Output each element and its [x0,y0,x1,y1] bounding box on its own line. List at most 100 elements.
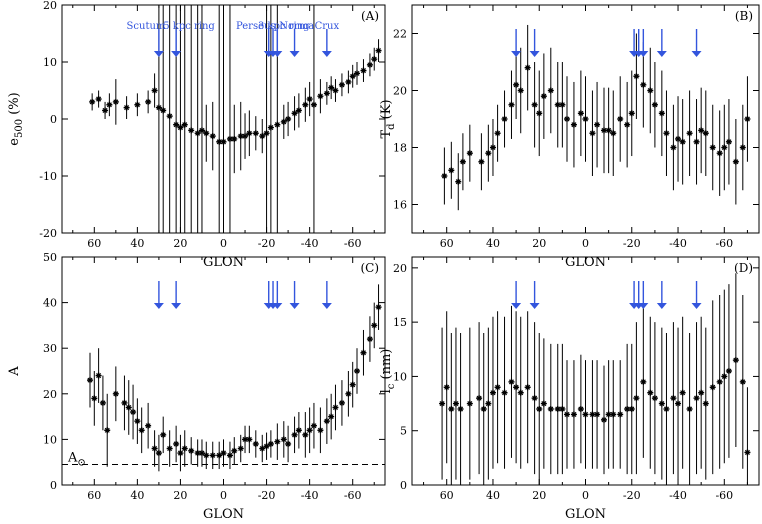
marker-stroke [242,436,248,442]
data-point [732,158,739,165]
marker-stroke [376,48,382,54]
marker-stroke [253,130,259,136]
feature-arrow [171,281,182,309]
x-tick-label: 0 [582,489,589,502]
x-tick-label: -60 [344,237,362,250]
marker-stroke [259,445,265,452]
marker-stroke [156,105,162,111]
marker-stroke [694,139,700,145]
marker-stroke [292,432,298,438]
data-point [739,144,746,151]
marker-stroke [160,107,166,113]
x-tick-label: 40 [486,237,500,250]
marker-stroke [453,401,459,407]
y-axis-title-main: A [7,366,22,377]
marker-stroke [495,130,501,136]
marker-stroke [274,439,280,445]
data-point [547,87,554,94]
marker-stroke [478,159,484,165]
y-tick-label: 20 [393,262,407,275]
marker-stroke [264,443,270,449]
data-point [166,445,173,452]
marker-stroke [345,79,351,85]
y-tick-label: 5 [400,425,407,438]
marker-stroke [195,450,201,456]
data-point [693,138,700,145]
marker-stroke [259,133,265,139]
arrow-head [638,51,649,57]
x-tick-label: -20 [258,237,276,250]
data-point [302,431,309,438]
arrow-head [153,51,164,57]
data-point [259,133,266,140]
feature-arrow [656,29,667,57]
y-tick-label: 18 [393,142,407,155]
marker-stroke [606,127,612,133]
marker-stroke [675,136,681,142]
marker-stroke [518,87,524,94]
data-point [517,389,524,396]
data-point [485,150,492,157]
feature-arrow [529,281,540,309]
data-point [99,399,106,406]
data-point [246,130,253,137]
marker-stroke [536,406,542,412]
marker-stroke [680,390,686,396]
panel-label: (C) [360,261,379,275]
data-point [226,452,233,459]
data-point [121,399,128,406]
data-point [721,373,728,380]
data-point [563,411,570,418]
marker-stroke [145,423,151,429]
data-point [508,101,515,108]
marker-stroke [332,404,338,411]
x-tick-label: 20 [532,489,546,502]
y-tick-label: 20 [393,85,407,98]
data-point [285,440,292,447]
x-tick-label: 20 [173,237,187,250]
data-point [633,395,640,402]
marker-stroke [177,450,183,456]
y-tick-label: -10 [39,170,57,183]
data-point [209,452,216,459]
arrow-head [691,51,702,57]
marker-stroke [102,107,108,113]
data-point [577,110,584,117]
marker-stroke [559,406,565,412]
marker-stroke [582,116,589,122]
data-point [721,144,728,151]
marker-stroke [571,411,577,417]
data-point [155,450,162,457]
marker-stroke [167,113,173,119]
data-point [102,107,109,114]
marker-stroke [502,390,508,396]
feature-arrow [153,281,164,309]
data-series [439,273,751,485]
y-tick-label: 30 [43,342,57,355]
data-point [274,121,281,128]
data-point [739,378,746,385]
marker-stroke [610,130,616,136]
marker-stroke [659,401,665,407]
marker-stroke [490,390,496,396]
marker-stroke [541,93,547,99]
data-point [540,93,547,100]
marker-stroke [203,452,209,458]
x-tick-label: 20 [173,489,187,502]
data-point [524,64,531,71]
data-point [744,116,751,122]
marker-stroke [311,102,317,108]
data-point [589,130,596,137]
marker-stroke [182,445,188,452]
data-point [291,110,298,117]
data-point [601,127,608,134]
data-point [709,144,716,151]
x-tick-label: -20 [623,237,641,250]
data-point [448,406,455,412]
marker-stroke [640,379,646,385]
marker-stroke [439,401,445,407]
marker-stroke [173,441,179,447]
marker-stroke [703,130,709,136]
data-point [259,445,266,452]
